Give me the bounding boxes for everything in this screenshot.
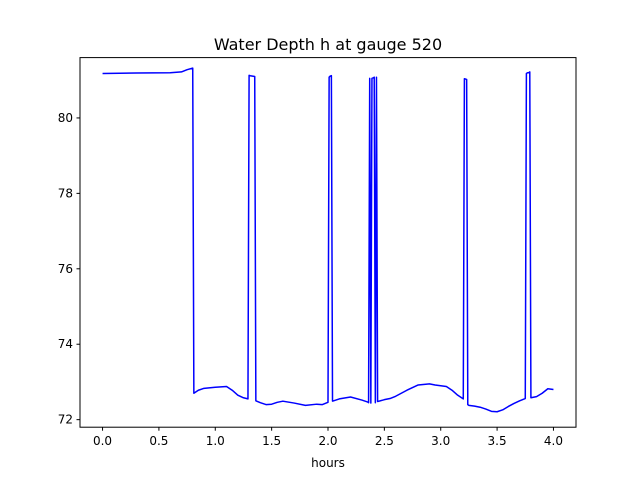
plot-area <box>102 67 554 413</box>
chart-title: Water Depth h at gauge 520 <box>214 35 442 54</box>
x-tick-label: 0.5 <box>149 434 168 448</box>
y-axis: 72 74 76 78 80 <box>58 111 80 427</box>
y-tick-label: 72 <box>58 413 73 427</box>
y-tick-label: 74 <box>58 337 73 351</box>
x-axis: 0.0 0.5 1.0 1.5 2.0 2.5 3.0 3.5 4.0 <box>93 427 563 448</box>
x-tick-label: 4.0 <box>544 434 563 448</box>
x-tick-label: 3.5 <box>488 434 507 448</box>
x-tick-label: 2.0 <box>318 434 337 448</box>
series-line-0 <box>102 67 554 413</box>
x-axis-label: hours <box>311 456 345 470</box>
x-tick-label: 1.5 <box>262 434 281 448</box>
y-tick-label: 80 <box>58 111 73 125</box>
y-tick-label: 76 <box>58 262 73 276</box>
x-tick-label: 3.0 <box>431 434 450 448</box>
x-tick-label: 2.5 <box>375 434 394 448</box>
x-tick-label: 1.0 <box>206 434 225 448</box>
x-tick-label: 0.0 <box>93 434 112 448</box>
y-tick-label: 78 <box>58 186 73 200</box>
